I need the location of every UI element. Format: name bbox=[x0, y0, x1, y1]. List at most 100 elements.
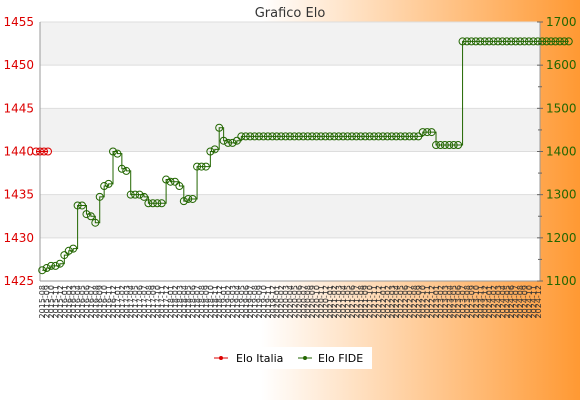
legend-label-elo-fide: Elo FIDE bbox=[318, 352, 363, 365]
data-point-elo-fide bbox=[78, 201, 87, 210]
data-point-elo-fide bbox=[476, 37, 485, 46]
x-tick-label: 2017-06 bbox=[136, 285, 145, 318]
x-tick-label: 2018-09 bbox=[202, 285, 211, 318]
data-point-elo-fide bbox=[255, 132, 264, 141]
x-tick-label: 2021-02 bbox=[330, 285, 339, 318]
data-point-elo-fide bbox=[445, 141, 454, 150]
data-point-elo-fide bbox=[334, 132, 343, 141]
x-tick-label: 2016-10 bbox=[100, 285, 109, 318]
x-tick-label: 2015-12 bbox=[56, 285, 65, 318]
x-tick-label: 2020-08 bbox=[304, 285, 313, 318]
x-tick-label: 2023-04 bbox=[445, 285, 454, 318]
x-tick-label: 2021-05 bbox=[344, 285, 353, 318]
data-point-elo-fide bbox=[139, 192, 148, 201]
x-tick-label: 2020-02 bbox=[277, 285, 286, 318]
x-tick-label: 2019-08 bbox=[251, 285, 260, 318]
data-point-elo-fide bbox=[232, 136, 241, 145]
x-tick-label: 2024-02 bbox=[490, 285, 499, 318]
x-tick-label: 2023-06 bbox=[454, 285, 463, 318]
x-tick-label: 2015-08 bbox=[38, 285, 47, 318]
data-point-elo-fide bbox=[467, 37, 476, 46]
data-point-elo-fide bbox=[219, 136, 228, 145]
data-point-elo-fide bbox=[38, 266, 47, 275]
x-tick-label: 2018-07 bbox=[193, 285, 202, 318]
data-point-elo-fide bbox=[374, 132, 383, 141]
x-tick-label: 2019-07 bbox=[246, 285, 255, 318]
x-tick-label: 2018-12 bbox=[215, 285, 224, 318]
data-point-elo-fide bbox=[197, 162, 206, 171]
x-tick-label: 2020-07 bbox=[299, 285, 308, 318]
data-point-elo-fide bbox=[188, 194, 197, 203]
x-tick-label: 2022-10 bbox=[419, 285, 428, 318]
x-tick-label: 2021-03 bbox=[335, 285, 344, 318]
x-tick-label: 2020-01 bbox=[273, 285, 282, 318]
x-tick-label: 2019-10 bbox=[259, 285, 268, 318]
data-point-elo-fide bbox=[201, 162, 210, 171]
data-point-elo-fide bbox=[308, 132, 317, 141]
data-point-elo-fide bbox=[405, 132, 414, 141]
x-tick-label: 2016-11 bbox=[105, 285, 114, 318]
x-tick-label: 2017-02 bbox=[118, 285, 127, 318]
x-tick-label: 2017-09 bbox=[149, 285, 158, 318]
plot-band bbox=[40, 108, 540, 152]
x-tick-label: 2018-05 bbox=[184, 285, 193, 318]
data-point-elo-italia bbox=[44, 147, 52, 156]
data-point-elo-fide bbox=[383, 132, 392, 141]
data-point-elo-fide bbox=[126, 190, 135, 199]
data-point-elo-fide bbox=[507, 37, 516, 46]
x-tick-label: 2017-05 bbox=[131, 285, 140, 318]
data-point-elo-fide bbox=[148, 199, 157, 208]
data-point-elo-fide bbox=[427, 128, 436, 137]
data-point-elo-fide bbox=[471, 37, 480, 46]
data-point-elo-fide bbox=[440, 141, 449, 150]
data-point-elo-fide bbox=[321, 132, 330, 141]
data-point-elo-fide bbox=[560, 37, 569, 46]
x-tick-label: 2019-05 bbox=[237, 285, 246, 318]
x-tick-label: 2022-02 bbox=[383, 285, 392, 318]
data-point-elo-fide bbox=[259, 132, 268, 141]
legend: Elo Italia Elo FIDE bbox=[210, 347, 372, 369]
x-tick-label: 2020-10 bbox=[313, 285, 322, 318]
data-point-elo-fide bbox=[122, 166, 131, 175]
right-tick-label: 1600 bbox=[546, 58, 577, 72]
data-point-elo-fide bbox=[533, 37, 542, 46]
left-tick-label: 1435 bbox=[3, 188, 34, 202]
data-point-elo-fide bbox=[272, 132, 281, 141]
x-tick-label: 2019-12 bbox=[268, 285, 277, 318]
data-point-elo-fide bbox=[316, 132, 325, 141]
x-tick-label: 2016-06 bbox=[82, 285, 91, 318]
x-tick-label: 2023-08 bbox=[463, 285, 472, 318]
data-point-elo-fide bbox=[485, 37, 494, 46]
data-point-elo-fide bbox=[551, 37, 560, 46]
left-tick-label: 1440 bbox=[3, 145, 34, 159]
data-point-elo-fide bbox=[330, 132, 339, 141]
left-tick-label: 1450 bbox=[3, 58, 34, 72]
data-point-elo-fide bbox=[365, 132, 374, 141]
data-point-elo-fide bbox=[224, 138, 233, 147]
x-tick-label: 2022-01 bbox=[379, 285, 388, 318]
data-point-elo-fide bbox=[458, 37, 467, 46]
data-point-elo-fide bbox=[489, 37, 498, 46]
x-tick-label: 2019-01 bbox=[220, 285, 229, 318]
legend-box bbox=[210, 347, 372, 369]
legend-label-elo-italia: Elo Italia bbox=[236, 352, 283, 365]
data-point-elo-fide bbox=[109, 147, 118, 156]
data-point-elo-fide bbox=[538, 37, 547, 46]
x-tick-label: 2019-11 bbox=[264, 285, 273, 318]
data-point-elo-fide bbox=[401, 132, 410, 141]
data-point-elo-fide bbox=[290, 132, 299, 141]
x-tick-label: 2021-04 bbox=[339, 285, 348, 318]
data-point-elo-fide bbox=[555, 37, 564, 46]
data-point-elo-fide bbox=[277, 132, 286, 141]
x-tick-label: 2024-05 bbox=[503, 285, 512, 318]
data-point-elo-fide bbox=[95, 192, 104, 201]
data-point-elo-fide bbox=[210, 145, 219, 154]
data-point-elo-fide bbox=[356, 132, 365, 141]
x-tick-label: 2017-08 bbox=[144, 285, 153, 318]
x-tick-label: 2022-03 bbox=[388, 285, 397, 318]
data-point-elo-fide bbox=[462, 37, 471, 46]
data-point-elo-fide bbox=[228, 138, 237, 147]
data-point-elo-fide bbox=[493, 37, 502, 46]
x-tick-label: 2020-04 bbox=[286, 285, 295, 318]
